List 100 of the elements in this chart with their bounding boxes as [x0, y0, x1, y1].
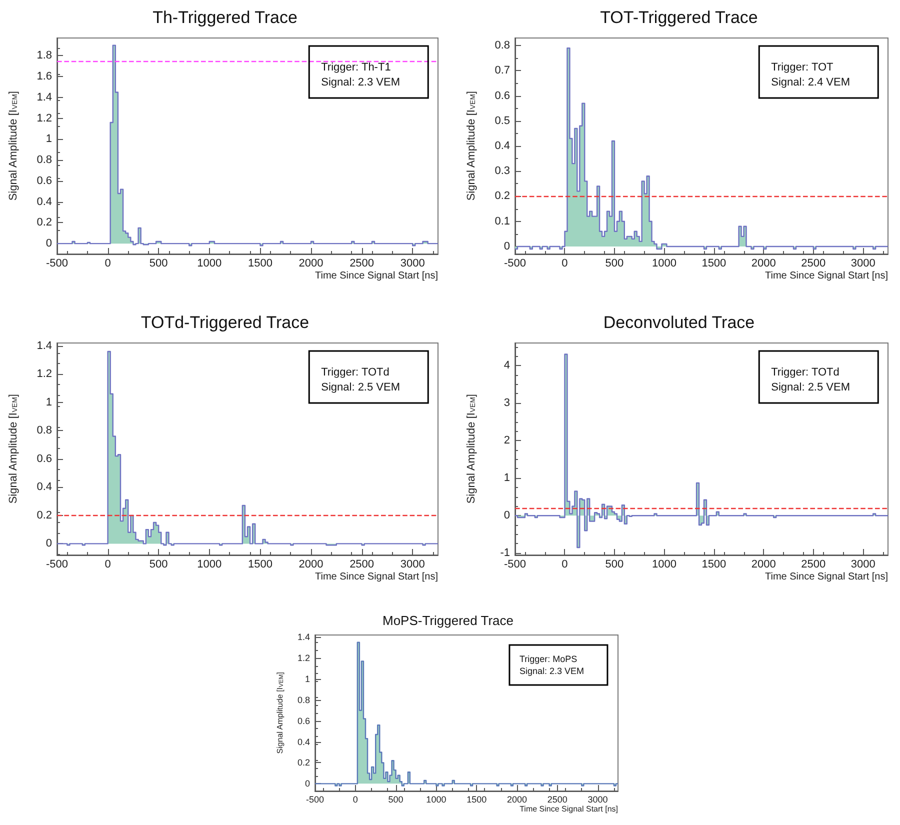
y-tick-label: 1.2 [36, 112, 52, 124]
x-axis-title: Time Since Signal Start [ns] [314, 572, 438, 582]
x-tick-label: -500 [504, 558, 526, 570]
y-tick-label: 0 [504, 240, 510, 252]
x-tick-label: 2500 [547, 794, 568, 804]
x-axis-title: Time Since Signal Start [ns] [764, 572, 888, 582]
x-tick-label: 2000 [751, 258, 776, 270]
x-tick-label: 500 [149, 558, 168, 570]
x-tick-label: 500 [605, 558, 624, 570]
x-tick-label: 3000 [588, 794, 608, 804]
annotation: Trigger: TOTd [321, 366, 390, 378]
annotation: Signal: 2.5 VEM [321, 382, 400, 394]
y-tick-label: 3 [504, 397, 510, 410]
x-tick-label: 2500 [350, 558, 374, 570]
x-tick-label: 1500 [702, 558, 726, 570]
y-tick-label: 1 [304, 674, 310, 684]
y-tick-label: 1.4 [36, 91, 52, 104]
x-tick-label: 3000 [850, 558, 876, 570]
x-tick-label: 1500 [248, 558, 272, 570]
chart-title: MoPS-Triggered Trace [382, 613, 514, 628]
y-tick-label: 0.8 [36, 154, 52, 166]
y-tick-label: 0.4 [36, 481, 52, 494]
annotation: Trigger: Th-T1 [321, 62, 391, 74]
y-tick-label: 0.8 [494, 40, 510, 52]
y-tick-label: 0.1 [494, 215, 510, 228]
y-tick-label: 0.4 [36, 196, 52, 208]
y-tick-label: 0.3 [494, 165, 510, 178]
y-tick-label: 0.6 [297, 716, 310, 726]
y-tick-label: 4 [504, 360, 510, 372]
x-axis-title: Time Since Signal Start [ns] [314, 270, 438, 282]
annotation: Signal: 2.3 VEM [519, 666, 584, 676]
y-tick-label: 1 [46, 396, 52, 408]
x-tick-label: 0 [104, 258, 111, 270]
y-tick-label: 0 [304, 778, 310, 789]
x-tick-label: 1500 [702, 258, 726, 270]
y-tick-label: 2 [504, 434, 510, 447]
x-tick-label: 2000 [751, 558, 776, 570]
chart-title: Th-Triggered Trace [152, 8, 298, 27]
y-tick-label: 1.4 [297, 632, 310, 642]
x-tick-label: 1000 [197, 558, 222, 570]
y-tick-label: 0.6 [36, 174, 52, 187]
x-tick-label: 2000 [298, 558, 324, 570]
x-tick-label: 1000 [426, 794, 446, 804]
y-tick-label: 0.6 [36, 452, 52, 465]
y-tick-label: 0 [46, 538, 52, 550]
y-tick-label: 0.8 [297, 694, 310, 705]
y-tick-label: 0 [46, 238, 52, 250]
y-tick-label: 0.6 [494, 90, 510, 102]
x-tick-label: 2500 [350, 258, 374, 270]
chart-title: Deconvoluted Trace [603, 313, 755, 332]
y-tick-label: 0.8 [36, 424, 52, 437]
x-axis-title: Time Since Signal Start [ns] [520, 804, 618, 814]
x-tick-label: 500 [388, 794, 404, 804]
x-axis-title: Time Since Signal Start [ns] [764, 270, 888, 282]
x-tick-label: 1500 [466, 794, 487, 804]
x-tick-label: 1000 [652, 258, 676, 270]
x-tick-label: 0 [562, 558, 568, 570]
x-tick-label: 2000 [506, 794, 528, 804]
y-tick-label: 0.5 [494, 114, 510, 127]
annotation: Signal: 2.3 VEM [321, 76, 400, 88]
y-tick-label: 0.2 [297, 758, 310, 768]
y-tick-label: 1.2 [36, 368, 52, 380]
x-tick-label: 3000 [400, 558, 425, 570]
chart-title: TOT-Triggered Trace [600, 8, 758, 27]
y-tick-label: -1 [500, 547, 510, 560]
x-tick-label: -500 [46, 558, 68, 570]
y-tick-label: 0.2 [494, 190, 510, 202]
y-tick-label: 0.7 [494, 64, 510, 77]
y-tick-label: 0.4 [297, 736, 310, 747]
y-tick-label: 1.4 [36, 340, 52, 352]
y-tick-label: 1.6 [36, 70, 52, 83]
annotation: Signal: 2.4 VEM [771, 76, 850, 88]
annotation: Signal: 2.5 VEM [771, 382, 850, 394]
x-tick-label: 0 [104, 558, 111, 570]
x-tick-label: -500 [306, 794, 324, 804]
y-tick-label: 1 [504, 472, 510, 484]
y-tick-label: 0.2 [36, 509, 52, 522]
x-tick-label: 2000 [298, 258, 324, 270]
y-tick-label: 1.8 [36, 50, 52, 62]
x-tick-label: 0 [352, 794, 358, 804]
x-tick-label: 0 [562, 258, 568, 270]
annotation: Trigger: MoPS [519, 654, 578, 664]
y-tick-label: 0 [504, 510, 510, 522]
x-tick-label: -500 [504, 258, 526, 270]
y-tick-label: 0.4 [494, 140, 510, 152]
annotation: Trigger: TOTd [771, 366, 840, 378]
x-tick-label: 3000 [400, 258, 425, 270]
x-tick-label: 2500 [801, 258, 826, 270]
chart-title: TOTd-Triggered Trace [140, 313, 310, 332]
y-tick-label: 1.2 [297, 653, 310, 664]
y-tick-label: 1 [46, 133, 52, 146]
annotation: Trigger: TOT [771, 62, 834, 74]
x-tick-label: 1500 [248, 258, 272, 270]
x-tick-label: -500 [46, 258, 68, 270]
x-tick-label: 1000 [652, 558, 676, 570]
x-tick-label: 1000 [197, 258, 222, 270]
x-tick-label: 500 [149, 258, 168, 270]
x-tick-label: 500 [605, 258, 624, 270]
y-tick-label: 0.2 [36, 216, 52, 229]
x-tick-label: 2500 [801, 558, 826, 570]
